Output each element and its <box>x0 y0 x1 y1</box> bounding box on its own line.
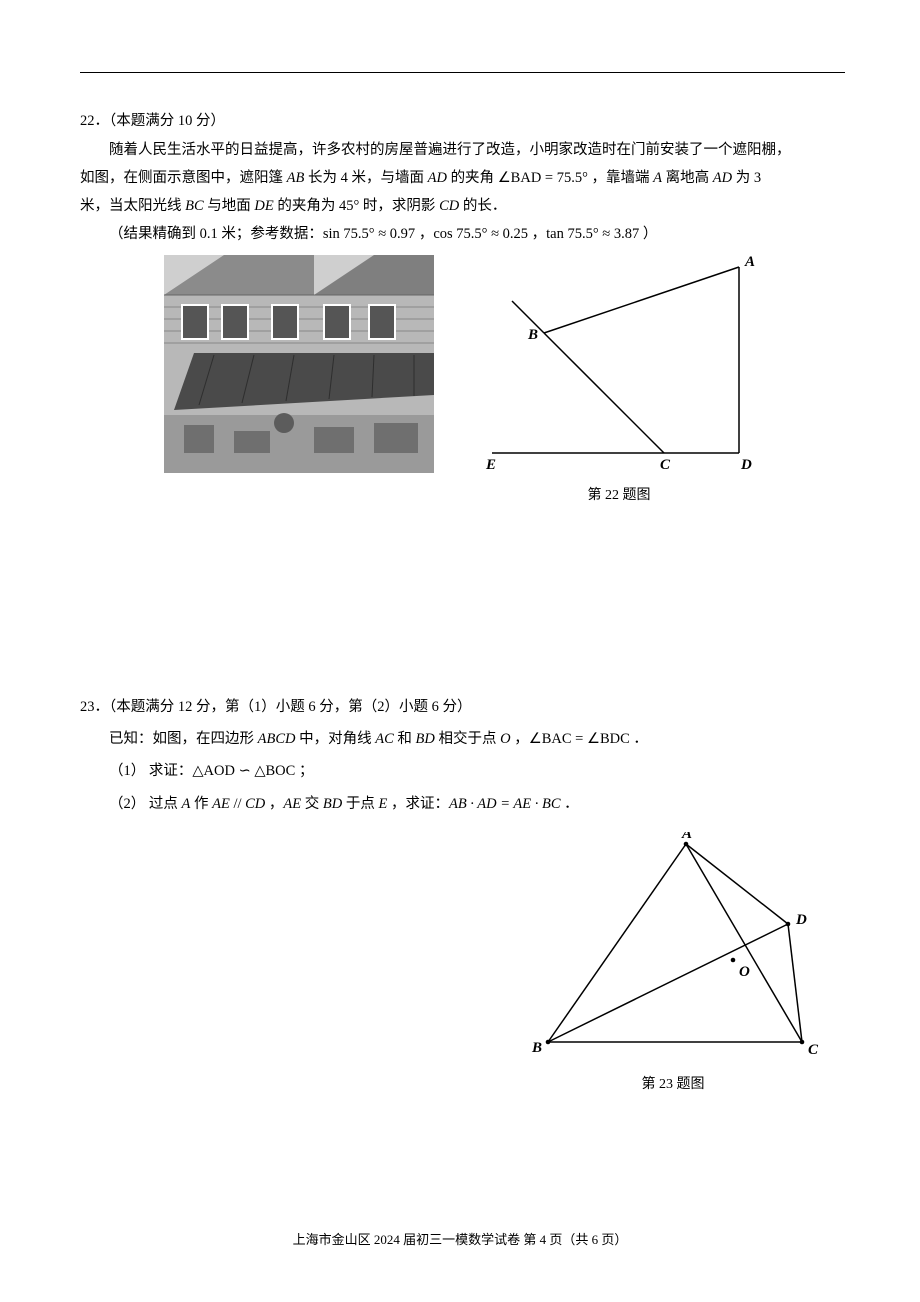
t: 长为 4 米，与墙面 <box>304 170 427 186</box>
q22-num: 22． <box>80 113 109 129</box>
page: 22．（本题满分 10 分） 随着人民生活水平的日益提高，许多农村的房屋普遍进行… <box>0 0 920 1302</box>
svg-text:B: B <box>527 327 538 343</box>
q23-diagram: A B C D O <box>518 832 828 1062</box>
q22-header: 22．（本题满分 10 分） <box>80 108 848 136</box>
t: ． <box>561 796 579 812</box>
svg-text:D: D <box>795 912 807 928</box>
angle-BAD: ∠BAD = 75.5° <box>498 170 588 186</box>
var-ABCD: ABCD <box>258 731 296 747</box>
var-BD: BD <box>416 731 435 747</box>
tan-val: tan 75.5° ≈ 3.87 <box>546 226 639 242</box>
svg-text:B: B <box>531 1040 542 1056</box>
q22-diagram-wrap: A B C D E 第 22 题图 <box>474 255 764 504</box>
svg-text:C: C <box>808 1042 819 1058</box>
q22-body: 随着人民生活水平的日益提高，许多农村的房屋普遍进行了改造，小明家改造时在门前安装… <box>80 136 848 249</box>
q23-header: 23．（本题满分 12 分，第（1）小题 6 分，第（2）小题 6 分） <box>80 694 848 722</box>
q23-intro: 已知：如图，在四边形 ABCD 中，对角线 AC 和 BD 相交于点 O ，∠B… <box>80 725 848 753</box>
var-BD2: BD <box>323 796 342 812</box>
t: ； <box>295 763 313 779</box>
t: ． <box>630 731 648 747</box>
t: 的夹角为 45° 时，求阴影 <box>274 198 439 214</box>
t: （1） 求证： <box>109 763 192 779</box>
var-CD2: CD <box>245 796 265 812</box>
q23: 23．（本题满分 12 分，第（1）小题 6 分，第（2）小题 6 分） 已知：… <box>80 694 848 1093</box>
q22-line4: （结果精确到 0.1 米；参考数据：sin 75.5° ≈ 0.97 ，cos … <box>80 220 848 248</box>
svg-text:E: E <box>485 457 496 473</box>
q23-body: 已知：如图，在四边形 ABCD 中，对角线 AC 和 BD 相交于点 O ，∠B… <box>80 725 848 818</box>
house-photo-svg <box>164 255 434 473</box>
var-AB: AB <box>287 170 305 186</box>
var-DE: DE <box>254 198 273 214</box>
var-O: O <box>500 731 510 747</box>
q22-line1: 随着人民生活水平的日益提高，许多农村的房屋普遍进行了改造，小明家改造时在门前安装… <box>80 136 848 164</box>
equation: AB · AD = AE · BC <box>449 796 561 812</box>
q23-figure-wrap: A B C D O 第 23 题图 <box>80 832 848 1093</box>
q22: 22．（本题满分 10 分） 随着人民生活水平的日益提高，许多农村的房屋普遍进行… <box>80 108 848 504</box>
t: 相交于点 <box>435 731 500 747</box>
svg-text:O: O <box>739 964 750 980</box>
q22-figures: A B C D E 第 22 题图 <box>80 255 848 504</box>
angle-eq: ∠BAC = ∠BDC <box>529 731 630 747</box>
t: 的夹角 <box>447 170 498 186</box>
q23-caption: 第 23 题图 <box>518 1073 828 1093</box>
t: 已知：如图，在四边形 <box>109 731 258 747</box>
var-AD: AD <box>428 170 447 186</box>
var-CD: CD <box>439 198 459 214</box>
t: 的长． <box>459 198 506 214</box>
q22-line3: 米，当太阳光线 BC 与地面 DE 的夹角为 45° 时，求阴影 CD 的长． <box>80 192 848 220</box>
t: 与地面 <box>204 198 255 214</box>
t: ） <box>639 226 657 242</box>
t: 随着人民生活水平的日益提高，许多农村的房屋普遍进行了改造，小明家改造时在门前安装… <box>109 142 791 158</box>
t: ， <box>528 226 546 242</box>
top-rule <box>80 72 845 73</box>
t: 和 <box>394 731 416 747</box>
svg-text:C: C <box>660 457 671 473</box>
q23-part2: （2） 过点 A 作 AE // CD ，AE 交 BD 于点 E ，求证：AB… <box>80 790 848 818</box>
t: 于点 <box>342 796 378 812</box>
t: ， <box>265 796 283 812</box>
q22-diagram: A B C D E <box>474 255 764 473</box>
var-E: E <box>378 796 387 812</box>
parallel: // <box>230 796 245 812</box>
q23-score: （本题满分 12 分，第（1）小题 6 分，第（2）小题 6 分） <box>109 699 472 715</box>
similar: △AOD ∽ △BOC <box>192 763 295 779</box>
q22-score: （本题满分 10 分） <box>109 113 225 129</box>
var-AC: AC <box>375 731 394 747</box>
t: 交 <box>301 796 323 812</box>
svg-text:A: A <box>744 255 755 270</box>
q23-num: 23． <box>80 699 109 715</box>
q22-line2: 如图，在侧面示意图中，遮阳篷 AB 长为 4 米，与墙面 AD 的夹角 ∠BAD… <box>80 164 848 192</box>
page-footer: 上海市金山区 2024 届初三一模数学试卷 第 4 页（共 6 页） <box>0 1229 920 1248</box>
var-AE2: AE <box>283 796 301 812</box>
svg-text:A: A <box>681 832 692 842</box>
var-AD2: AD <box>713 170 732 186</box>
t: 作 <box>190 796 212 812</box>
svg-text:D: D <box>740 457 752 473</box>
t: 为 3 <box>732 170 761 186</box>
sin-val: sin 75.5° ≈ 0.97 <box>323 226 415 242</box>
q22-photo <box>164 255 434 478</box>
t: （2） 过点 <box>109 796 182 812</box>
t: ，靠墙端 <box>588 170 653 186</box>
t: ， <box>511 731 529 747</box>
cos-val: cos 75.5° ≈ 0.25 <box>433 226 528 242</box>
t: ， <box>415 226 433 242</box>
var-A: A <box>653 170 662 186</box>
t: 中，对角线 <box>295 731 375 747</box>
var-AE: AE <box>212 796 230 812</box>
q22-caption: 第 22 题图 <box>474 484 764 504</box>
t: ，求证： <box>387 796 449 812</box>
var-BC: BC <box>185 198 204 214</box>
t: 离地高 <box>662 170 713 186</box>
q23-diagram-wrap: A B C D O 第 23 题图 <box>518 832 828 1093</box>
t: （结果精确到 0.1 米；参考数据： <box>109 226 323 242</box>
t: 如图，在侧面示意图中，遮阳篷 <box>80 170 287 186</box>
q23-part1: （1） 求证：△AOD ∽ △BOC ； <box>80 757 848 785</box>
t: 米，当太阳光线 <box>80 198 185 214</box>
